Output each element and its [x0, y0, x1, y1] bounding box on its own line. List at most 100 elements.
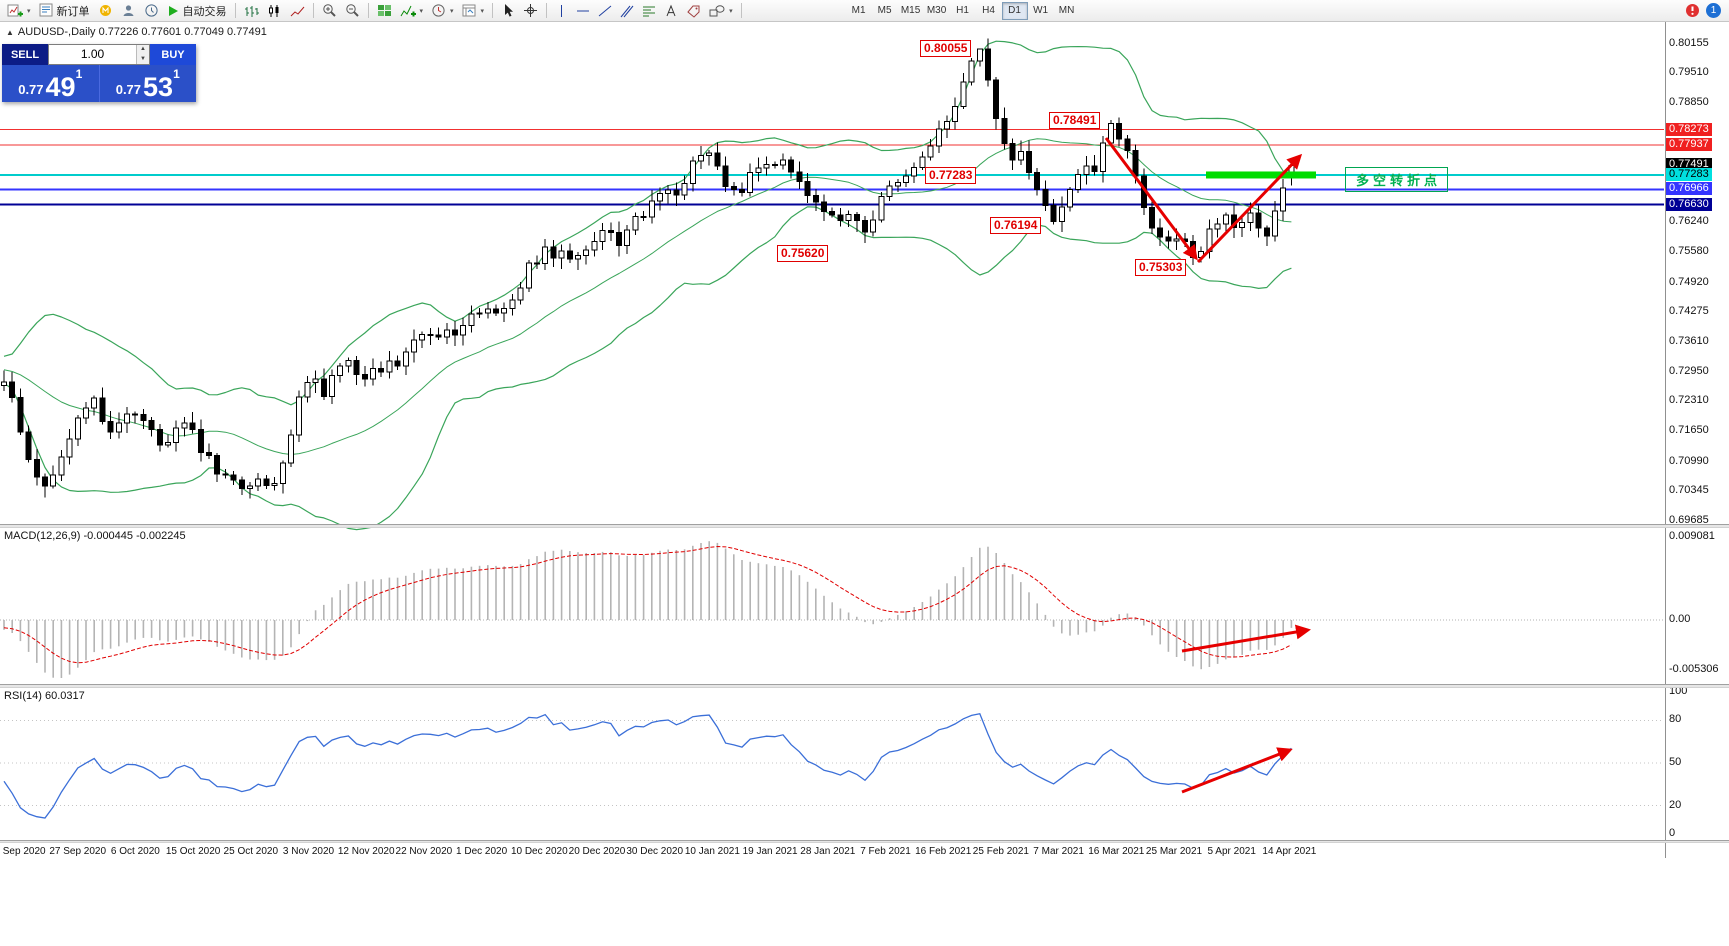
rsi-value: 60.0317: [44, 690, 85, 702]
new-chart-button[interactable]: [3, 1, 35, 21]
price-axis-label: 0.70990: [1669, 454, 1709, 467]
templates-button[interactable]: [458, 1, 489, 21]
horizontal-line-icon: [577, 10, 590, 11]
date-axis-label: 16 Feb 2021: [915, 846, 972, 857]
rsi-axis-label: 20: [1669, 798, 1682, 811]
volume-spinner[interactable]: ▲ ▼: [136, 45, 149, 64]
volume-down-icon[interactable]: ▼: [137, 54, 149, 64]
label-button[interactable]: [682, 1, 705, 21]
bid-big-digits: 49: [45, 72, 76, 102]
price-callout[interactable]: 0.75303: [1135, 259, 1187, 276]
date-axis-label: 28 Jan 2021: [800, 846, 856, 857]
zoom-in-button[interactable]: [318, 1, 341, 21]
line-chart-button[interactable]: [286, 1, 309, 21]
toolbar: 新订单 自动交易: [0, 0, 1729, 22]
date-axis-label: 16 Mar 2021: [1088, 846, 1145, 857]
one-click-toggle-icon[interactable]: [6, 26, 18, 38]
macd-axis-label: 0.009081: [1669, 530, 1715, 542]
price-callout[interactable]: 0.76194: [990, 217, 1042, 234]
indicators-icon: [400, 5, 416, 16]
timeframe-button-m30[interactable]: M30: [924, 2, 950, 20]
bid-prefix: 0.77: [18, 82, 44, 97]
price-axis-label: 0.74275: [1669, 304, 1709, 317]
zoom-out-icon: [345, 4, 359, 17]
timeframe-button-m1[interactable]: M1: [846, 2, 872, 20]
date-axis-label: 10 Dec 2020: [510, 846, 568, 857]
timeframe-button-m5[interactable]: M5: [872, 2, 898, 20]
zoom-out-button[interactable]: [341, 1, 364, 21]
timeframe-button-mn[interactable]: MN: [1054, 2, 1080, 20]
candlestick-icon: [268, 4, 279, 17]
alert-icon[interactable]: [1685, 3, 1700, 18]
timeframe-button-h4[interactable]: H4: [976, 2, 1002, 20]
panel-separator-macd[interactable]: [0, 524, 1729, 528]
macd-label: MACD(12,26,9): [4, 530, 81, 542]
bar-chart-button[interactable]: [240, 1, 263, 21]
date-axis-label: 3 Nov 2020: [282, 846, 335, 857]
panel-separator-rsi[interactable]: [0, 684, 1729, 688]
price-callout[interactable]: 0.77283: [925, 167, 977, 184]
bid-price[interactable]: 0.77 49 1: [2, 65, 99, 102]
rsi-axis-label: 50: [1669, 756, 1682, 768]
mql5-button[interactable]: [94, 1, 117, 21]
periods-button[interactable]: [427, 1, 458, 21]
ask-pipette: 1: [173, 67, 180, 81]
crosshair-icon: [524, 4, 538, 17]
autotrading-play-icon: [168, 5, 178, 16]
price-axis-tag: 0.77283: [1666, 167, 1712, 181]
date-axis-label: 7 Mar 2021: [1033, 846, 1084, 857]
volume-up-icon[interactable]: ▲: [137, 45, 149, 55]
rsi-layer: [0, 712, 1664, 819]
date-axis-label: 20 Dec 2020: [568, 846, 626, 857]
profiles-button[interactable]: [117, 1, 140, 21]
timeframe-button-h1[interactable]: H1: [950, 2, 976, 20]
tile-windows-button[interactable]: [373, 1, 396, 21]
date-axis-label: 30 Dec 2020: [626, 846, 684, 857]
vertical-line-button[interactable]: [551, 1, 572, 21]
price-axis-label: 0.71650: [1669, 424, 1709, 437]
indicators-button[interactable]: [396, 1, 428, 21]
template-icon: [462, 4, 476, 16]
sell-button[interactable]: SELL: [2, 44, 48, 65]
price-axis-label: 0.69685: [1669, 514, 1709, 526]
autotrading-button[interactable]: 自动交易: [163, 1, 231, 21]
macd-axis-label: -0.005306: [1669, 663, 1719, 675]
channel-button[interactable]: [616, 1, 638, 21]
fibonacci-button[interactable]: [638, 1, 660, 21]
candlestick-chart-button[interactable]: [263, 1, 286, 21]
buy-button[interactable]: BUY: [150, 44, 196, 65]
turning-point-annotation[interactable]: 多空转折点: [1345, 167, 1449, 192]
timeframe-button-d1[interactable]: D1: [1001, 1, 1028, 20]
price-callout[interactable]: 0.75620: [777, 245, 829, 262]
trendline-button[interactable]: [594, 1, 616, 21]
crosshair-button[interactable]: [519, 1, 542, 21]
panel-separator-dates[interactable]: [0, 840, 1729, 843]
rsi-axis-label: 80: [1669, 713, 1682, 726]
macd-axis-label: 0.00: [1669, 613, 1691, 625]
horizontal-line-button[interactable]: [572, 1, 594, 21]
new-order-button[interactable]: 新订单: [35, 1, 94, 21]
tile-windows-icon: [377, 4, 391, 16]
price-axis-label: 0.72310: [1669, 394, 1709, 407]
toolbar-divider: [492, 3, 494, 18]
toolbar-divider: [234, 3, 236, 18]
notification-badge[interactable]: 1: [1706, 3, 1721, 18]
text-button[interactable]: [660, 1, 682, 21]
timeframe-button-m15[interactable]: M15: [898, 2, 924, 20]
date-axis-label: 6 Oct 2020: [110, 846, 160, 857]
price-axis-label: 0.70345: [1669, 483, 1709, 496]
volume-input[interactable]: 1.00: [80, 47, 105, 61]
line-chart-icon: [290, 6, 304, 16]
price-callout[interactable]: 0.80055: [920, 40, 972, 57]
timeframe-button-w1[interactable]: W1: [1028, 2, 1054, 20]
market-watch-button[interactable]: [140, 1, 163, 21]
toolbar-right-group: 1: [1685, 3, 1726, 18]
cursor-button[interactable]: [497, 1, 519, 21]
ask-price[interactable]: 0.77 53 1: [98, 65, 196, 102]
shapes-button[interactable]: [705, 1, 737, 21]
price-callout[interactable]: 0.78491: [1049, 112, 1101, 129]
date-axis-label: 7 Feb 2021: [860, 846, 911, 857]
label-icon: [687, 5, 700, 18]
clock-icon: [432, 4, 445, 17]
